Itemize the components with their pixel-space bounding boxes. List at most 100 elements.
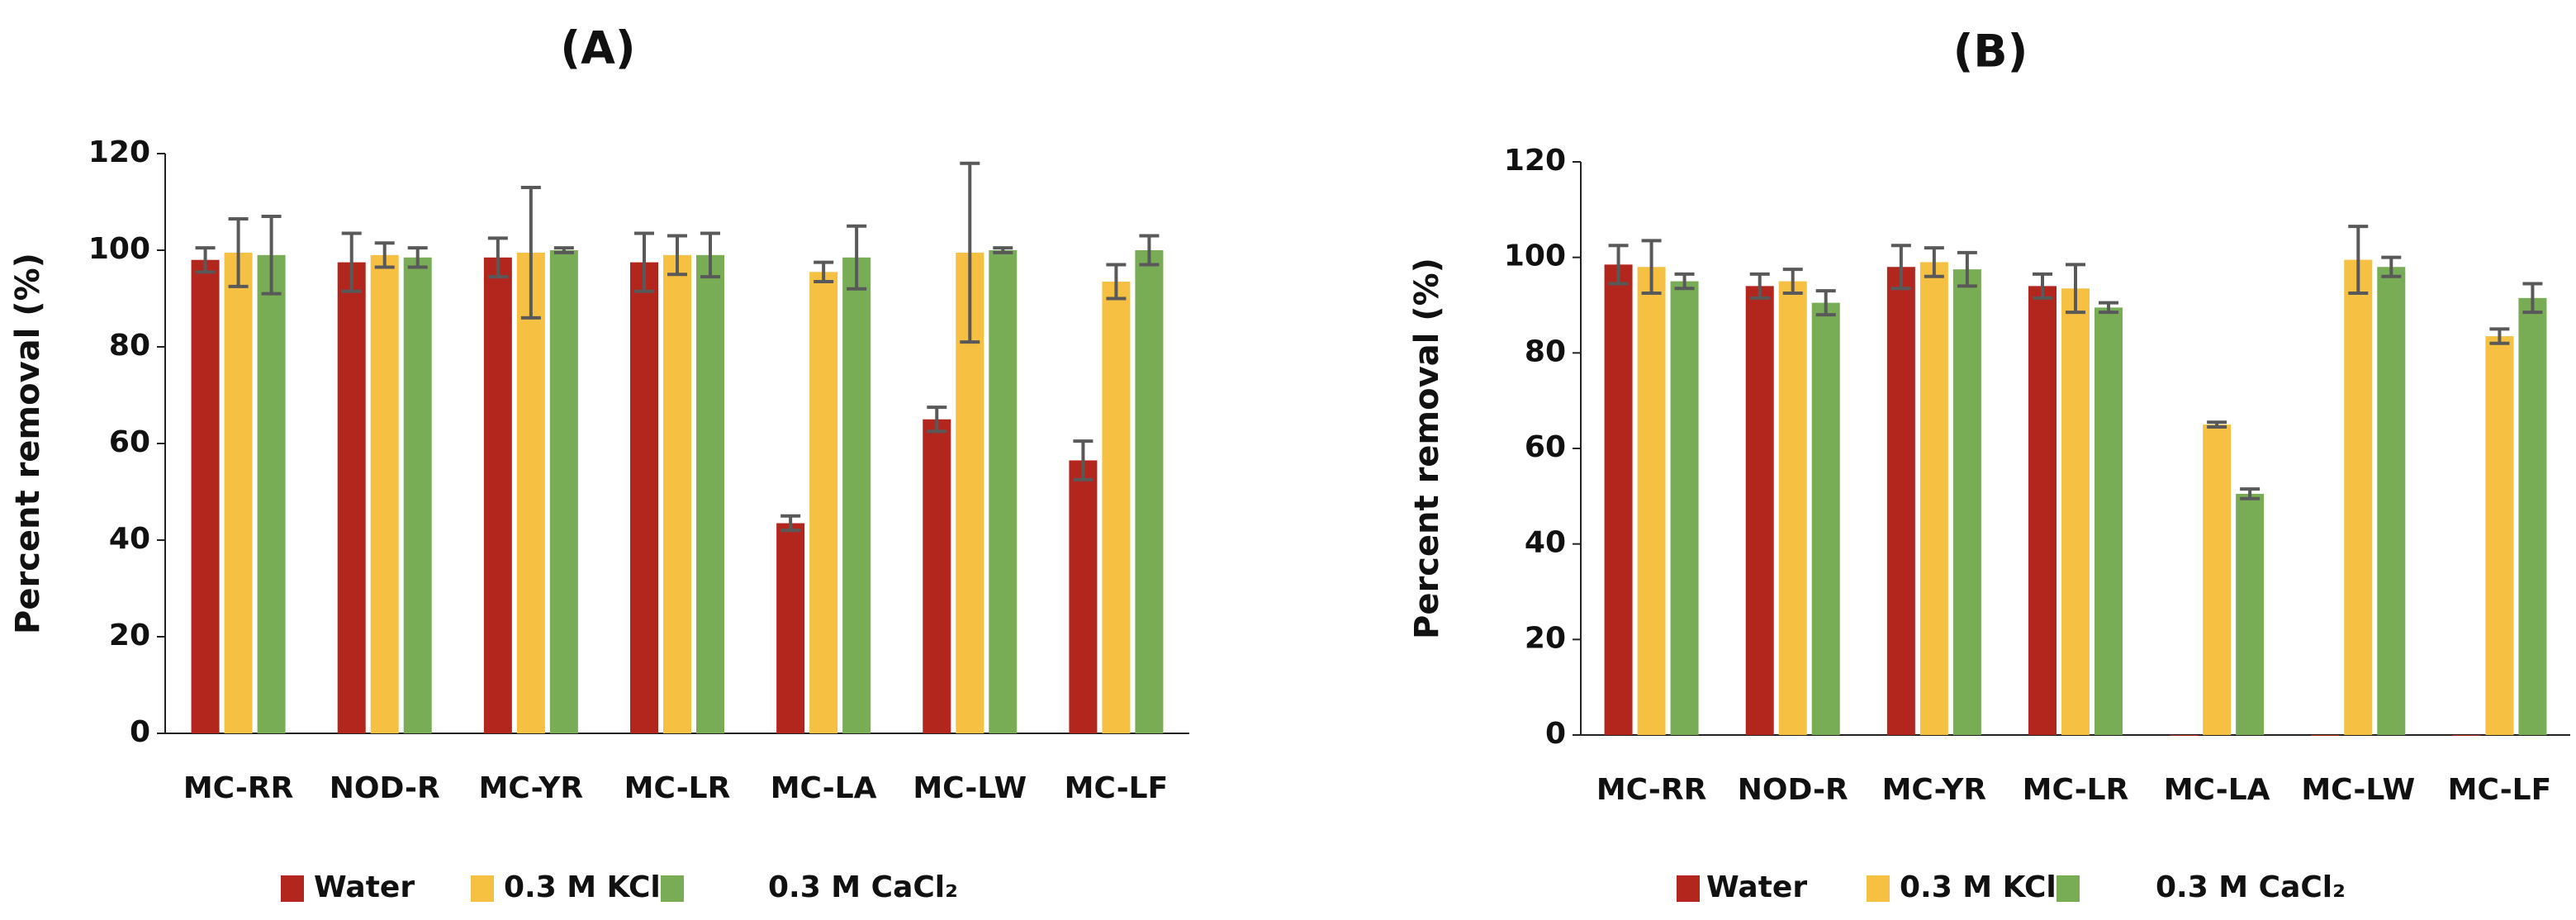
error-bar [1957, 250, 1977, 288]
bar [663, 254, 691, 734]
y-tick-label: 40 [1525, 526, 1566, 560]
x-tick-label: MC-LF [1065, 771, 1169, 805]
bar [2061, 288, 2090, 736]
error-bar [667, 234, 687, 277]
error-bar [2099, 301, 2118, 315]
legend-label: Water [1706, 870, 1807, 904]
error-bar [700, 231, 720, 279]
error-bar [2489, 327, 2510, 345]
error-bar [2207, 420, 2227, 429]
x-tick-label: MC-YR [479, 771, 584, 805]
bar [337, 262, 366, 733]
legend-label: 0.3 M CaCl₂ [2156, 870, 2346, 904]
bar [2485, 336, 2514, 735]
x-tick-label: MC-LF [2448, 773, 2552, 807]
y-tick-label: 60 [1525, 430, 1566, 464]
error-bar [1815, 289, 1836, 317]
bar [2028, 286, 2057, 735]
bar [2518, 297, 2547, 735]
bar [696, 254, 724, 734]
bar [370, 254, 399, 734]
chart: (A) Percent removal (%) 0 20 40 60 80 100 120 MC-… [9, 22, 1189, 904]
error-bar [1139, 234, 1160, 267]
y-tick-label: 100 [88, 232, 150, 266]
y-tick-label: 120 [88, 135, 150, 169]
error-bar [2381, 255, 2402, 278]
error-bar [1890, 244, 1911, 291]
error-bar [2033, 272, 2052, 300]
bar [2344, 259, 2373, 735]
legend-swatch [1867, 875, 1890, 902]
error-bar [228, 216, 249, 288]
bar [2452, 735, 2481, 736]
y-tick-label: 60 [109, 425, 150, 459]
bar [1069, 460, 1098, 733]
bar [257, 254, 286, 734]
bar [989, 250, 1018, 733]
bar [1778, 281, 1807, 735]
bar [842, 257, 871, 733]
bar [1811, 302, 1840, 735]
x-tick-label: MC-LW [913, 771, 1027, 805]
y-tick-label: 100 [1504, 239, 1566, 273]
y-tick-label: 0 [130, 715, 150, 749]
legend-label: 0.3 M KCl [504, 870, 661, 904]
y-tick-label: 0 [1545, 717, 1566, 751]
bar [1670, 281, 1699, 735]
error-bar [2240, 487, 2261, 500]
legend-swatch [2057, 875, 2080, 902]
bar [1919, 262, 1948, 735]
error-bar [261, 215, 282, 296]
bar [1637, 267, 1666, 735]
error-bar [2348, 225, 2369, 296]
x-tick-label: NOD-R [1738, 773, 1848, 807]
error-bar [1608, 244, 1629, 286]
error-bar [993, 246, 1013, 254]
y-axis-label: Percent removal (%) [9, 253, 47, 634]
bar [1745, 286, 1774, 735]
x-tick-label: MC-LA [2164, 773, 2270, 807]
x-tick-label: MC-LW [2301, 773, 2415, 807]
y-tick-label: 80 [1525, 334, 1566, 368]
bar [923, 419, 951, 733]
chart: (B) Percent removal (%) 0 20 40 60 80 100 120 MC-… [1408, 26, 2570, 904]
bar [1135, 250, 1164, 733]
error-bar [1749, 272, 1770, 300]
bar [2203, 424, 2232, 735]
error-bar [2522, 282, 2543, 315]
bar [191, 259, 220, 733]
x-tick-label: MC-RR [1596, 773, 1706, 807]
y-axis-label: Percent removal (%) [1408, 258, 1446, 639]
error-bar [374, 241, 395, 269]
legend-swatch [281, 875, 304, 902]
error-bar [1106, 263, 1127, 301]
error-bar [927, 405, 947, 434]
bar [403, 257, 432, 733]
x-tick-label: MC-LR [2023, 773, 2129, 807]
error-bar [2066, 263, 2085, 315]
error-bar [780, 514, 801, 533]
x-tick-label: MC-LA [771, 771, 877, 805]
error-bar [634, 231, 654, 293]
bar [2377, 267, 2406, 735]
bar [630, 262, 658, 733]
error-bar [1924, 246, 1944, 278]
y-tick-label: 20 [1525, 621, 1566, 655]
bar [776, 523, 805, 733]
y-tick-label: 20 [109, 619, 150, 652]
bar [2170, 735, 2199, 736]
error-bar [407, 246, 428, 269]
legend-swatch [471, 875, 494, 902]
legend-label: 0.3 M CaCl₂ [768, 870, 958, 904]
bar [516, 252, 545, 733]
error-bar [520, 185, 541, 320]
error-bar [341, 231, 362, 293]
bar [1952, 269, 1981, 735]
bar [2311, 735, 2340, 736]
error-bar [1073, 439, 1093, 481]
y-tick-label: 120 [1504, 144, 1566, 178]
legend-label: Water [314, 870, 415, 904]
bar [224, 252, 253, 733]
legend-swatch [1677, 875, 1700, 902]
